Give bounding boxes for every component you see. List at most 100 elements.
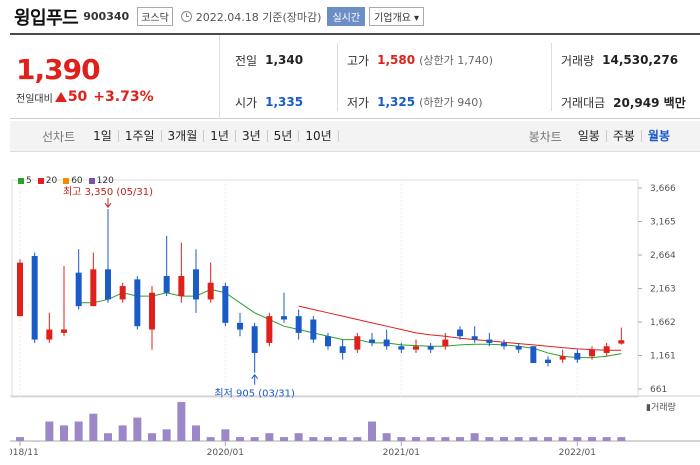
volume-value: 14,530,276: [602, 53, 679, 67]
candle-body: [369, 339, 375, 343]
candle-body: [339, 346, 346, 353]
candle-chart-label: 봉차트: [528, 129, 562, 144]
legend-swatch: [88, 178, 95, 184]
low-label: 저가: [347, 95, 370, 110]
y-tick-label: 661: [650, 385, 667, 395]
volume-bar: [412, 437, 420, 441]
info-grid: 전일 1,340 고가 1,580 (상한가 1,740) 거래량 14,530…: [221, 35, 700, 119]
y-tick-label: 1,662: [650, 318, 676, 328]
candle-body: [237, 322, 243, 330]
period-1w[interactable]: 1주일: [119, 130, 162, 142]
candlestick-chart[interactable]: 3,666 3,165 2,664 2,163 1,662 1,161 661 2018/11…: [1, 152, 700, 465]
y-tick-label: 3,165: [650, 218, 676, 228]
volume-bar: [573, 437, 582, 441]
prev-close-label: 전일: [235, 53, 258, 68]
volume-bar: [118, 425, 127, 441]
legend-ma5: 5: [18, 176, 32, 186]
company-overview-dropdown[interactable]: 기업개요 ▾: [369, 7, 425, 26]
candle-body: [589, 349, 595, 357]
legend-label: 5: [26, 176, 32, 186]
volume-bar: [426, 437, 435, 441]
legend-swatch: [63, 178, 70, 184]
low-value: 1,325: [377, 95, 416, 109]
candle-body: [119, 286, 126, 300]
volume-bar: [206, 437, 215, 441]
volume-bar: [89, 413, 98, 441]
prev-close-cell: 전일 1,340: [235, 39, 303, 81]
volume-label: ▮거래량: [646, 401, 676, 413]
candle-body: [413, 346, 419, 350]
legend-ma60: 60: [63, 176, 83, 186]
candle-body: [193, 269, 199, 300]
candle-daily[interactable]: 일봉: [572, 130, 607, 142]
candle-body: [603, 346, 610, 353]
candle-body: [310, 319, 317, 340]
volume-bar: [324, 437, 332, 441]
candle-body: [31, 255, 38, 340]
volume-bar: [470, 433, 479, 441]
volume-bar: [529, 437, 538, 441]
candle-body: [134, 279, 141, 327]
volume-bar: [544, 437, 552, 441]
period-1d[interactable]: 1일: [87, 130, 119, 142]
change-percent: +3.73%: [93, 89, 154, 105]
volume-bar: [485, 437, 494, 441]
period-10y[interactable]: 10년: [299, 130, 339, 142]
divider: [337, 43, 338, 111]
amount-cell: 거래대금 20,949 백만: [561, 81, 686, 123]
min-arrow-head: [251, 373, 259, 379]
ma-legend: 5 20 60 120: [18, 176, 120, 186]
candle-body: [442, 339, 449, 347]
candle-body: [251, 326, 258, 353]
volume-bar: [45, 421, 54, 441]
chart-toolbar: 선차트 1일 1주일 3개월 1년 3년 5년 10년 봉차트 일봉 주봉 월봉: [10, 121, 700, 152]
legend-swatch: [18, 178, 24, 184]
volume-bar: [588, 437, 596, 441]
current-price-box: 1,390 전일대비 50 +3.73%: [10, 35, 220, 119]
volume-bar: [456, 437, 464, 441]
lower-limit: (하한가 940): [419, 96, 483, 109]
y-tick-label: 2,163: [650, 285, 676, 295]
candle-body: [559, 356, 566, 360]
legend-ma20: 20: [37, 176, 57, 186]
candle-body: [46, 329, 53, 340]
candle-monthly[interactable]: 월봉: [647, 129, 670, 143]
candle-body: [383, 339, 390, 347]
stock-name: 윙입푸드: [14, 7, 79, 29]
period-3y[interactable]: 3년: [236, 130, 268, 142]
realtime-button[interactable]: 실시간: [327, 7, 366, 26]
stock-chart: 5 20 60 120 3,666 3,165 2,664 2,163 1,662 1,1…: [1, 152, 700, 465]
candle-body: [17, 262, 23, 317]
x-tick-label: 2021/01: [383, 448, 420, 458]
period-3m[interactable]: 3개월: [162, 130, 205, 142]
candle-body: [486, 339, 493, 343]
candle-body: [90, 269, 97, 307]
volume-cell: 거래량 14,530,276: [561, 39, 678, 81]
high-cell: 고가 1,580 (상한가 1,740): [347, 39, 493, 81]
high-label: 고가: [347, 53, 370, 68]
volume-bar: [280, 437, 288, 441]
volume-bar: [192, 425, 200, 441]
x-tick-label: 2022/01: [559, 448, 596, 458]
price-summary: 1,390 전일대비 50 +3.73% 전일 1,340 고가 1,580 (…: [10, 33, 700, 119]
candle-weekly[interactable]: 주봉: [607, 130, 642, 142]
open-cell: 시가 1,335: [235, 81, 303, 123]
period-1y[interactable]: 1년: [204, 130, 236, 142]
change-label: 전일대비: [16, 93, 53, 105]
legend-swatch: [37, 178, 44, 184]
candle-body: [266, 316, 273, 343]
x-tick-label: 2018/11: [10, 448, 39, 458]
volume-bar: [16, 437, 24, 441]
prev-close-value: 1,340: [265, 53, 304, 67]
volume-bar: [236, 437, 244, 441]
volume-bar: [602, 437, 611, 441]
legend-label: 120: [96, 176, 114, 186]
period-5y[interactable]: 5년: [268, 130, 300, 142]
amount-value: 20,949 백만: [613, 95, 686, 110]
candle-body: [501, 342, 507, 347]
candle-body: [295, 316, 302, 333]
candle-body: [149, 292, 155, 330]
date-text: 2022.04.18 기준(장마감): [195, 10, 322, 24]
legend-label: 60: [71, 176, 83, 186]
volume-bar: [368, 421, 376, 441]
